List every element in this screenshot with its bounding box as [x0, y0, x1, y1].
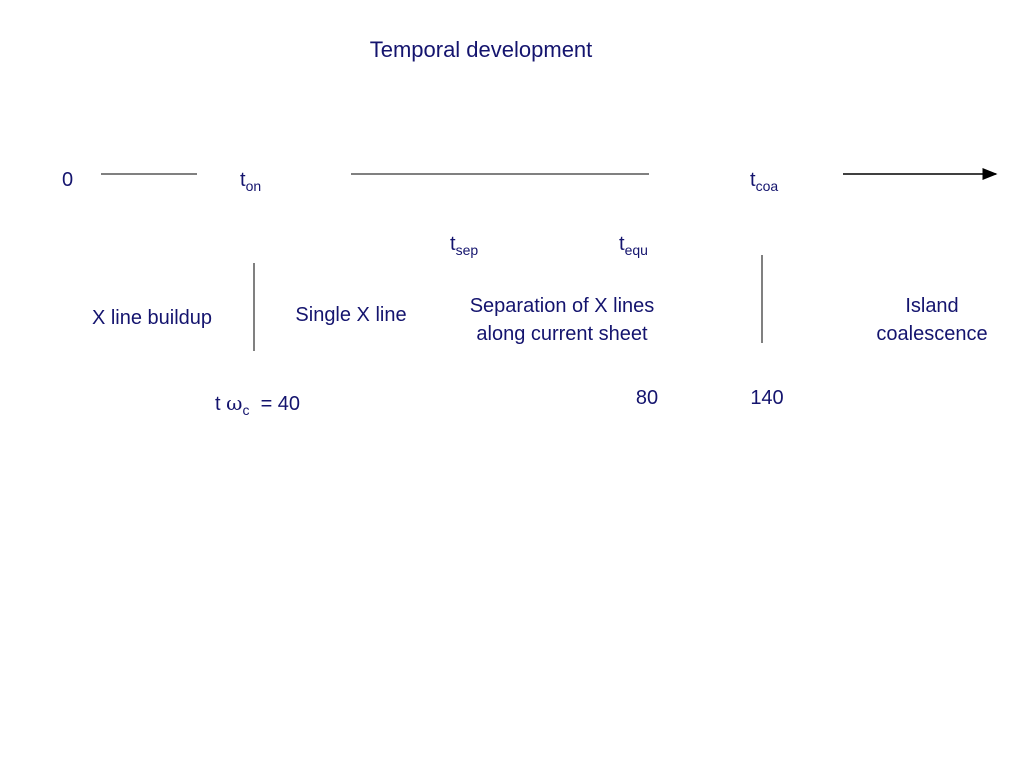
time-marker: tequ: [619, 233, 648, 257]
phase-label: Island coalescence: [876, 292, 987, 348]
marker-base: t: [619, 233, 625, 255]
time-marker: tsep: [450, 233, 478, 257]
phase-line: Single X line: [295, 304, 407, 326]
phase-line: X line buildup: [91, 307, 213, 329]
marker-base: t: [450, 233, 456, 255]
marker-sub: equ: [624, 242, 648, 258]
phase-label: Separation of X lines along current sheet: [470, 292, 655, 348]
phase-label: X line buildup: [92, 304, 212, 332]
phase-line: coalescence: [876, 323, 988, 345]
marker-sub: coa: [755, 178, 779, 194]
phase-line: Separation of X lines: [469, 295, 655, 317]
marker-sub: sep: [455, 242, 479, 258]
omega-sub: c: [242, 402, 250, 418]
timeline-start: 0: [62, 169, 74, 191]
time-value: = 40: [260, 393, 301, 415]
marker-sub: on: [245, 178, 262, 194]
time-marker: tcoa: [750, 169, 778, 193]
time-label: t ωc = 40: [215, 391, 301, 417]
time-value: 80: [635, 387, 659, 409]
phase-line: along current sheet: [476, 323, 648, 345]
phase-line: Island: [905, 295, 959, 317]
omega-symbol: ω: [226, 391, 243, 415]
marker-base: t: [240, 169, 246, 191]
title: Temporal development: [369, 37, 593, 62]
time-marker: ton: [240, 169, 261, 193]
marker-base: t: [750, 169, 756, 191]
time-value: 140: [750, 387, 784, 409]
phase-label: Single X line: [295, 301, 406, 329]
time-symbol: t: [215, 393, 221, 415]
